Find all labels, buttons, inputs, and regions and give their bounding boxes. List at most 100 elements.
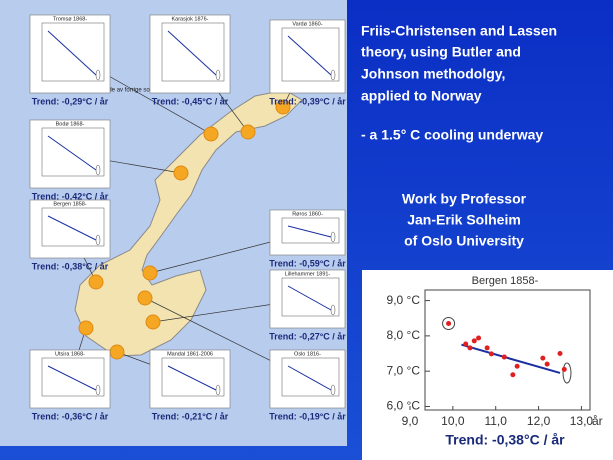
x-tick-label: 11,0	[484, 414, 507, 428]
station-trend: Trend: -0,59°C / år	[269, 258, 346, 268]
credit: Jan-Erik Solheim	[407, 212, 521, 228]
y-tick-label: 7,0 °C	[387, 363, 421, 377]
point	[476, 335, 482, 341]
mini-chart	[29, 349, 111, 409]
mini-trend	[287, 285, 332, 311]
mini-chart	[269, 269, 346, 329]
station-dot	[142, 265, 158, 281]
station-dot	[203, 126, 219, 142]
mini-plot	[161, 357, 225, 397]
mini-chart	[149, 14, 231, 94]
point	[463, 341, 469, 347]
highlight-ring	[442, 317, 456, 331]
station-trend: Trend: -0,39°C / år	[269, 96, 346, 106]
mini-ellipse	[95, 164, 101, 176]
mini-trend	[167, 365, 217, 391]
mini-chart	[29, 199, 111, 259]
headline: applied to Norway	[361, 88, 482, 104]
mini-plot	[41, 207, 105, 247]
station-dot	[109, 344, 125, 360]
mini-trend	[47, 135, 97, 171]
station-trend: Trend: -0,29°C / år	[32, 96, 109, 106]
station-trend: Trend: -0,19°C / år	[269, 411, 346, 421]
point	[446, 321, 452, 327]
mini-plot	[161, 22, 225, 82]
station-dot	[88, 274, 104, 290]
station-title: Bodø 1868-	[56, 121, 85, 127]
headline: theory, using Butler and	[361, 44, 521, 60]
station-title: Tromsø 1868-	[53, 16, 88, 22]
mini-chart	[149, 349, 231, 409]
mini-ellipse	[330, 384, 336, 396]
station-dot	[145, 314, 161, 330]
trend-line	[461, 343, 561, 374]
mini-ellipse	[95, 384, 101, 396]
station-title: Vardø 1860-	[292, 21, 322, 27]
mini-ellipse	[330, 231, 336, 243]
mini-plot	[41, 127, 105, 177]
station-dot	[137, 290, 153, 306]
point	[557, 351, 563, 357]
station-title: Bergen 1858-	[53, 201, 86, 207]
mini-plot	[41, 22, 105, 82]
point	[484, 345, 490, 351]
mini-trend	[287, 365, 332, 391]
station-title: Utsira 1868-	[55, 351, 85, 357]
error-ellipse	[562, 362, 572, 384]
mini-plot	[41, 357, 105, 397]
mini-trend	[47, 215, 97, 241]
point	[514, 363, 520, 369]
x-unit: år	[592, 414, 603, 428]
point	[488, 351, 494, 357]
chart-title: Bergen 1858-	[472, 275, 539, 287]
mini-ellipse	[330, 69, 336, 81]
mini-trend	[167, 30, 217, 76]
x-tick-label: 13,0	[570, 414, 594, 428]
map-annotation: Lengde av forrige solflekkperiode	[95, 88, 184, 94]
point	[561, 366, 567, 372]
mini-plot	[281, 277, 340, 317]
mini-trend	[47, 30, 97, 76]
chart-trend: Trend: -0,38°C / år	[445, 432, 565, 448]
station-trend: Trend: -0,42°C / år	[32, 191, 109, 201]
mini-chart	[269, 349, 346, 409]
y-tick-label: 9,0 °C	[387, 293, 421, 307]
station-dot	[240, 124, 256, 140]
credit: of Oslo University	[404, 233, 524, 249]
mini-trend	[47, 365, 97, 391]
cooling-note: - a 1.5° C cooling underway	[361, 127, 543, 143]
station-dot	[78, 320, 94, 336]
station-title: Oslo 1816-	[294, 351, 321, 357]
mini-ellipse	[95, 69, 101, 81]
point	[501, 354, 507, 360]
mini-plot	[281, 357, 340, 397]
x-tick-label: 12,0	[527, 414, 551, 428]
station-trend: Trend: -0,21°C / år	[152, 411, 229, 421]
station-trend: Trend: -0,36°C / år	[32, 411, 109, 421]
mini-trend	[287, 35, 332, 76]
point	[471, 338, 477, 344]
station-title: Røros 1860-	[292, 211, 323, 217]
station-dot	[173, 165, 189, 181]
x-tick-label: 10,0	[441, 414, 465, 428]
station-trend: Trend: -0,27°C / år	[269, 331, 346, 341]
y-tick-label: 8,0 °C	[387, 328, 421, 342]
station-dot	[275, 99, 291, 115]
station-title: Karasjok 1876-	[172, 16, 209, 22]
mini-chart	[269, 209, 346, 256]
y-tick-label: 6,0 °C	[387, 399, 421, 413]
mini-ellipse	[95, 234, 101, 246]
mini-ellipse	[215, 384, 221, 396]
point	[467, 345, 473, 351]
headline: Friis-Christensen and Lassen	[361, 23, 557, 39]
station-title: Lillehammer 1891-	[285, 271, 331, 277]
norway-map	[74, 89, 303, 357]
x-tick-label: 9,0	[402, 414, 419, 428]
mini-plot	[281, 217, 340, 244]
mini-ellipse	[330, 304, 336, 316]
plot-area	[424, 289, 591, 411]
station-title: Mandal 1861-2006	[167, 351, 213, 357]
mini-plot	[281, 27, 340, 82]
point	[540, 355, 546, 361]
